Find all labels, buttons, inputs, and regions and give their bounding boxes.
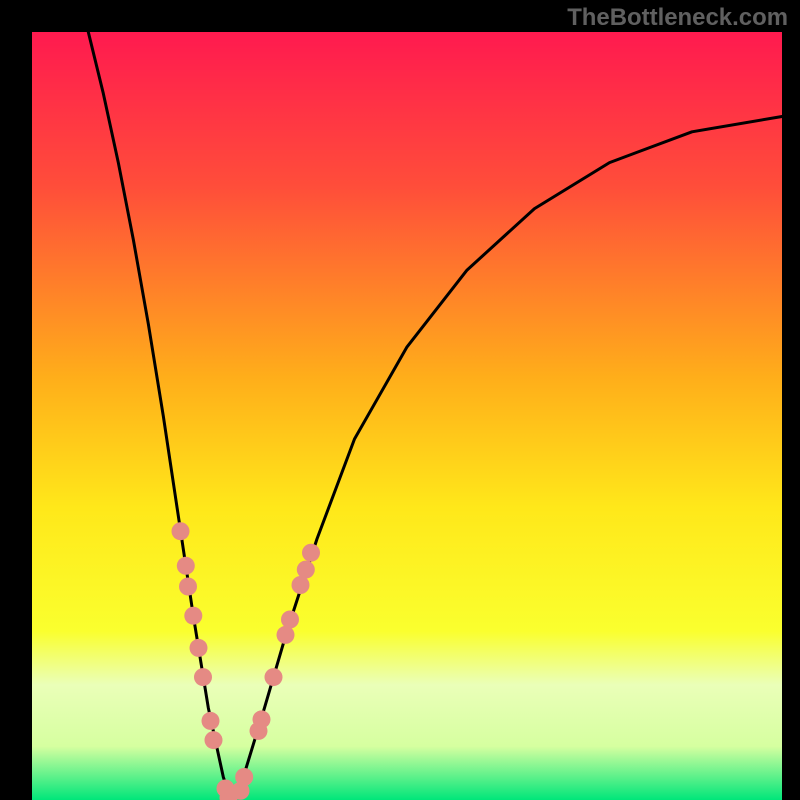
curve-marker: [194, 668, 212, 686]
curve-marker: [190, 639, 208, 657]
curve-marker: [172, 522, 190, 540]
curve-marker: [297, 561, 315, 579]
curve-marker: [292, 576, 310, 594]
bottleneck-curve-chart: [0, 0, 800, 800]
curve-marker: [265, 668, 283, 686]
plot-background: [32, 32, 782, 800]
curve-marker: [302, 544, 320, 562]
curve-marker: [202, 712, 220, 730]
curve-marker: [281, 611, 299, 629]
curve-marker: [235, 768, 253, 786]
curve-marker: [184, 607, 202, 625]
curve-marker: [277, 626, 295, 644]
watermark-text: TheBottleneck.com: [567, 4, 788, 32]
chart-frame: TheBottleneck.com: [0, 0, 800, 800]
curve-marker: [205, 731, 223, 749]
curve-marker: [179, 578, 197, 596]
curve-marker: [253, 710, 271, 728]
curve-marker: [177, 557, 195, 575]
